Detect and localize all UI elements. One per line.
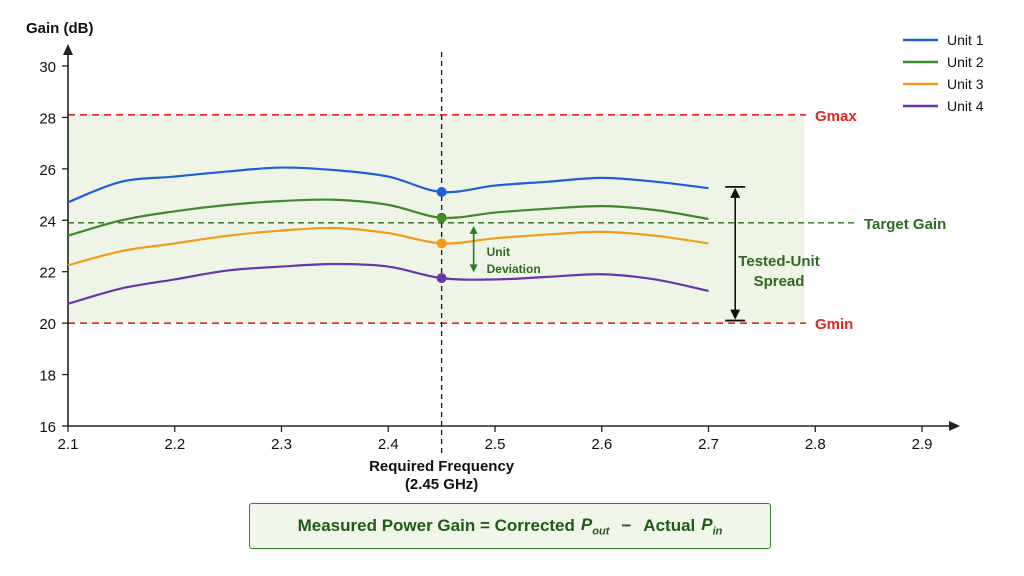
reference-lines-layer: Gmax Gmin Target Gain [68,52,946,456]
marker-point-unit-1 [436,187,447,197]
gmin-label: Gmin [815,316,853,333]
y-tick-label: 28 [39,110,56,127]
series-line-unit-2 [67,198,709,237]
series-line-unit-1 [67,166,709,204]
x-tick-label: 2.1 [58,436,79,453]
target-gain-label: Target Gain [864,216,946,233]
legend-label-unit-4: Unit 4 [947,98,984,114]
y-tick-label: 18 [39,368,56,385]
legend-label-unit-2: Unit 2 [947,54,984,70]
x-axis-sublabel: (2.45 GHz) [405,476,478,493]
x-tick-label: 2.9 [912,436,933,453]
y-tick-label: 26 [39,162,56,179]
acceptance-band [68,114,805,324]
x-axis-label: Required Frequency [369,458,515,475]
unit-deviation-label-line2: Deviation [487,262,541,276]
unit-deviation-arrow-head-bottom [469,264,478,273]
y-tick-label: 22 [39,265,56,282]
x-tick-label: 2.5 [485,436,506,453]
acceptance-band-layer [68,114,805,324]
x-tick-label: 2.8 [805,436,826,453]
marker-point-unit-2 [436,212,447,223]
y-axis-arrow [63,44,73,55]
spread-arrow-head-bottom [730,309,741,320]
x-tick-label: 2.2 [164,436,185,453]
spread-label-line2: Spread [754,273,805,290]
marker-point-unit-3 [436,238,447,249]
formula-pin: Pin [701,514,723,538]
x-tick-label: 2.6 [591,436,612,453]
marker-point-unit-4 [436,273,447,284]
unit-deviation-label-line1: Unit [487,245,510,259]
unit-deviation-arrow-head-top [469,225,478,234]
axes-layer: Gain (dB) 16 18 20 22 24 26 28 30 2.1 2.2 2.3 2.4 2.5… [26,20,960,493]
x-axis-arrow [949,421,960,431]
y-tick-label: 16 [39,419,56,436]
x-tick-label: 2.7 [698,436,719,453]
formula-prefix: Measured Power Gain = Corrected [297,516,575,535]
y-axis-label: Gain (dB) [26,20,94,37]
formula-box: Measured Power Gain = Corrected Pout − A… [249,503,771,549]
x-tick-label: 2.4 [378,436,399,453]
y-tick-label: 24 [39,213,56,230]
formula-actual: Actual [643,516,696,535]
legend-label-unit-3: Unit 3 [947,76,984,92]
y-tick-label: 20 [39,316,56,333]
x-tick-label: 2.3 [271,436,292,453]
y-tick-label: 30 [39,59,56,76]
series-line-unit-4 [67,262,709,305]
gmax-label: Gmax [815,108,857,125]
annotations-layer: Unit Deviation Tested-Unit Spread [469,185,820,322]
legend: Unit 1 Unit 2 Unit 3 Unit 4 [903,32,984,114]
formula-minus: − [621,516,632,535]
series-line-unit-3 [67,226,709,267]
formula-pout: Pout [580,514,610,538]
series-layer [67,166,709,305]
legend-label-unit-1: Unit 1 [947,32,984,48]
spread-label-line1: Tested-Unit [738,253,819,270]
spread-arrow-head-top [730,187,741,198]
